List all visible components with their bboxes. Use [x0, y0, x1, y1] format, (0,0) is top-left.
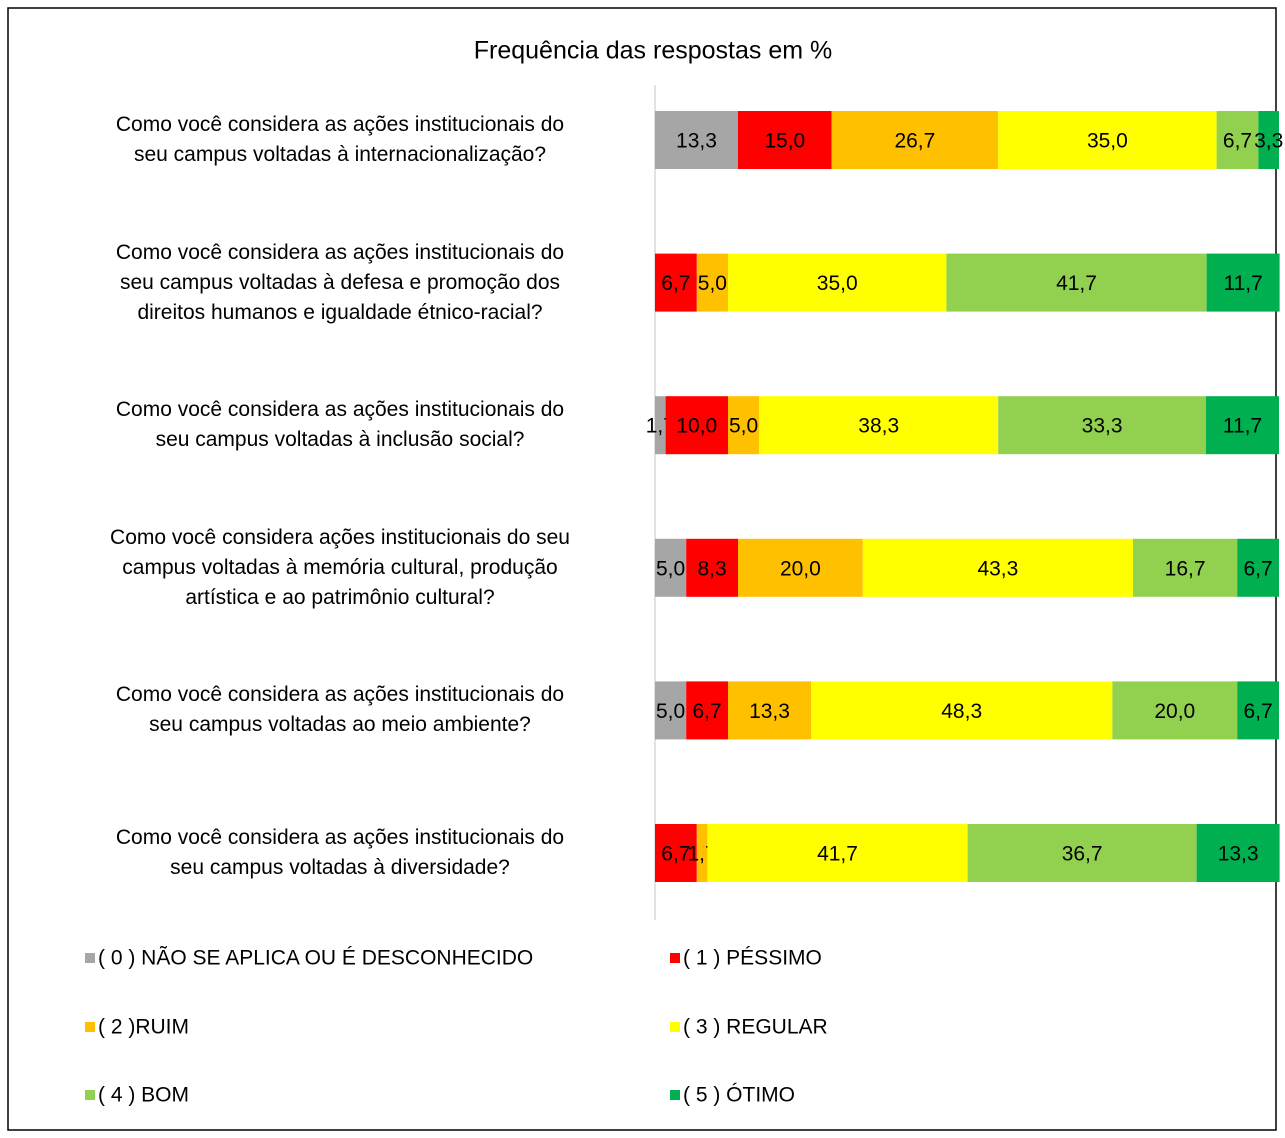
legend-swatch	[670, 1090, 680, 1100]
data-label: 5,0	[698, 272, 727, 295]
bar-segment	[686, 681, 729, 740]
data-label: 13,3	[676, 130, 717, 153]
data-label: 20,0	[1154, 700, 1195, 723]
legend-label: ( 0 ) NÃO SE APLICA OU É DESCONHECIDO	[98, 946, 533, 970]
bar-segment	[1237, 681, 1279, 740]
data-label: 5,0	[656, 700, 685, 723]
bar-segment	[946, 253, 1207, 312]
bar-segment	[1112, 681, 1238, 740]
bar-segment	[759, 396, 999, 455]
data-label: 3,3	[1254, 130, 1283, 153]
category-label: Como você considera as ações institucion…	[115, 113, 565, 166]
data-label: 11,7	[1223, 415, 1262, 438]
legend-label: ( 2 )RUIM	[98, 1016, 189, 1039]
legend-label: ( 1 ) PÉSSIMO	[683, 947, 822, 970]
data-label: 35,0	[1087, 130, 1128, 153]
data-label: 5,0	[729, 415, 758, 438]
bar-segment	[728, 681, 811, 740]
data-label: 6,7	[661, 843, 690, 866]
legend-swatch	[670, 953, 680, 963]
bar-segment	[1206, 253, 1280, 312]
bar-segment	[1237, 538, 1279, 597]
bar-segment	[686, 538, 738, 597]
bar-segment	[707, 824, 968, 882]
data-label: 36,7	[1062, 843, 1103, 866]
data-label: 6,7	[1243, 700, 1272, 723]
bar-segment	[811, 681, 1113, 740]
bar-segment	[655, 111, 738, 169]
bar-segment	[696, 824, 708, 882]
data-label: 41,7	[1056, 272, 1097, 295]
category-label: Como você considera as ações institucion…	[115, 398, 565, 452]
legend-swatch	[85, 953, 95, 963]
bar-segment	[737, 538, 863, 597]
legend-label: ( 3 ) REGULAR	[683, 1016, 828, 1039]
bar-segment	[728, 253, 947, 312]
bar-segment	[1205, 396, 1279, 455]
bar-segment	[655, 824, 697, 882]
bar-segment	[728, 396, 760, 455]
data-label: 6,7	[661, 272, 690, 295]
category-label: Como você considera as ações institucion…	[115, 240, 565, 324]
legend-swatch	[85, 1090, 95, 1100]
bar-segment	[831, 111, 999, 169]
category-label: Como você considera as ações institucion…	[115, 826, 565, 879]
data-label: 38,3	[858, 415, 899, 438]
data-label: 13,3	[749, 700, 790, 723]
category-label: Como você considera as ações institucion…	[115, 683, 565, 737]
legend-swatch	[85, 1022, 95, 1032]
data-label: 43,3	[977, 557, 1018, 580]
bar-segment	[1196, 824, 1280, 882]
bar-segment	[655, 253, 697, 312]
data-label: 20,0	[780, 557, 821, 580]
data-label: 11,7	[1223, 272, 1262, 295]
data-label: 35,0	[817, 272, 858, 295]
legend-swatch	[670, 1022, 680, 1032]
data-label: 13,3	[1218, 843, 1259, 866]
bar-segment	[1132, 538, 1238, 597]
bar-segment	[665, 396, 729, 455]
chart-title: Frequência das respostas em %	[474, 37, 833, 65]
data-label: 33,3	[1082, 415, 1123, 438]
bar-segment	[998, 111, 1217, 169]
bar-segment	[696, 253, 729, 312]
bar-segment	[967, 824, 1197, 882]
data-label: 10,0	[676, 415, 717, 438]
data-label: 15,0	[764, 130, 805, 153]
bar-segment	[655, 538, 687, 597]
legend-label: ( 4 ) BOM	[98, 1084, 189, 1107]
data-label: 6,7	[693, 700, 722, 723]
legend-label: ( 5 ) ÓTIMO	[683, 1084, 795, 1107]
data-label: 5,0	[656, 557, 685, 580]
category-label: Como você considera ações institucionais…	[110, 525, 570, 609]
bar-segment	[655, 396, 666, 455]
data-label: 8,3	[697, 557, 726, 580]
data-label: 41,7	[817, 843, 858, 866]
data-label: 26,7	[894, 130, 935, 153]
data-label: 16,7	[1165, 557, 1206, 580]
bar-segment	[1216, 111, 1259, 169]
data-label: 48,3	[941, 700, 982, 723]
data-label: 6,7	[1243, 557, 1272, 580]
bar-segment	[998, 396, 1206, 455]
bar-segment	[862, 538, 1133, 597]
bar-segment	[655, 681, 687, 740]
data-label: 6,7	[1223, 130, 1252, 153]
bar-segment	[737, 111, 832, 169]
bar-segment	[1258, 111, 1279, 169]
